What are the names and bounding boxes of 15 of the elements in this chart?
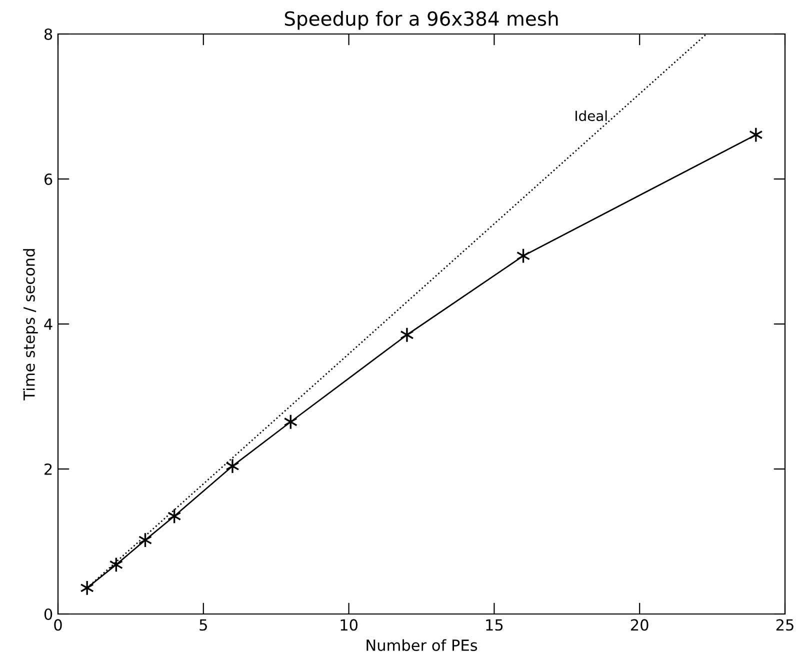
y-tick-label: 2 bbox=[44, 463, 52, 475]
x-tick-label: 0 bbox=[54, 619, 62, 631]
x-axis-title: Number of PEs bbox=[366, 639, 478, 652]
y-tick-label: 4 bbox=[44, 318, 52, 330]
y-tick-label: 0 bbox=[44, 608, 52, 620]
x-tick-label: 5 bbox=[200, 619, 207, 631]
series-label: Ideal bbox=[576, 110, 607, 122]
y-tick-label: 6 bbox=[44, 173, 52, 186]
x-tick-label: 25 bbox=[776, 619, 794, 631]
x-tick-label: 10 bbox=[340, 619, 358, 631]
y-tick-label: 8 bbox=[44, 28, 52, 40]
y-axis-title: Time steps / second bbox=[23, 249, 38, 400]
x-tick-label: 15 bbox=[486, 619, 503, 631]
chart-title: Speedup for a 96x384 mesh bbox=[284, 10, 558, 30]
x-tick-label: 20 bbox=[631, 619, 648, 631]
